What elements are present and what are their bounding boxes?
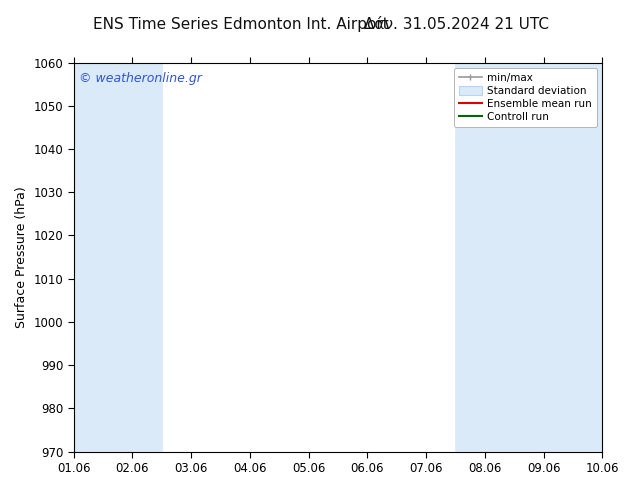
Bar — [74, 63, 103, 452]
Bar — [573, 63, 602, 452]
Bar — [455, 63, 514, 452]
Text: © weatheronline.gr: © weatheronline.gr — [79, 72, 202, 85]
Text: ENS Time Series Edmonton Int. Airport: ENS Time Series Edmonton Int. Airport — [93, 17, 389, 32]
Y-axis label: Surface Pressure (hPa): Surface Pressure (hPa) — [15, 186, 28, 328]
Legend: min/max, Standard deviation, Ensemble mean run, Controll run: min/max, Standard deviation, Ensemble me… — [454, 68, 597, 127]
Text: Δάν. 31.05.2024 21 UTC: Δάν. 31.05.2024 21 UTC — [364, 17, 549, 32]
Bar — [103, 63, 162, 452]
Bar — [514, 63, 573, 452]
